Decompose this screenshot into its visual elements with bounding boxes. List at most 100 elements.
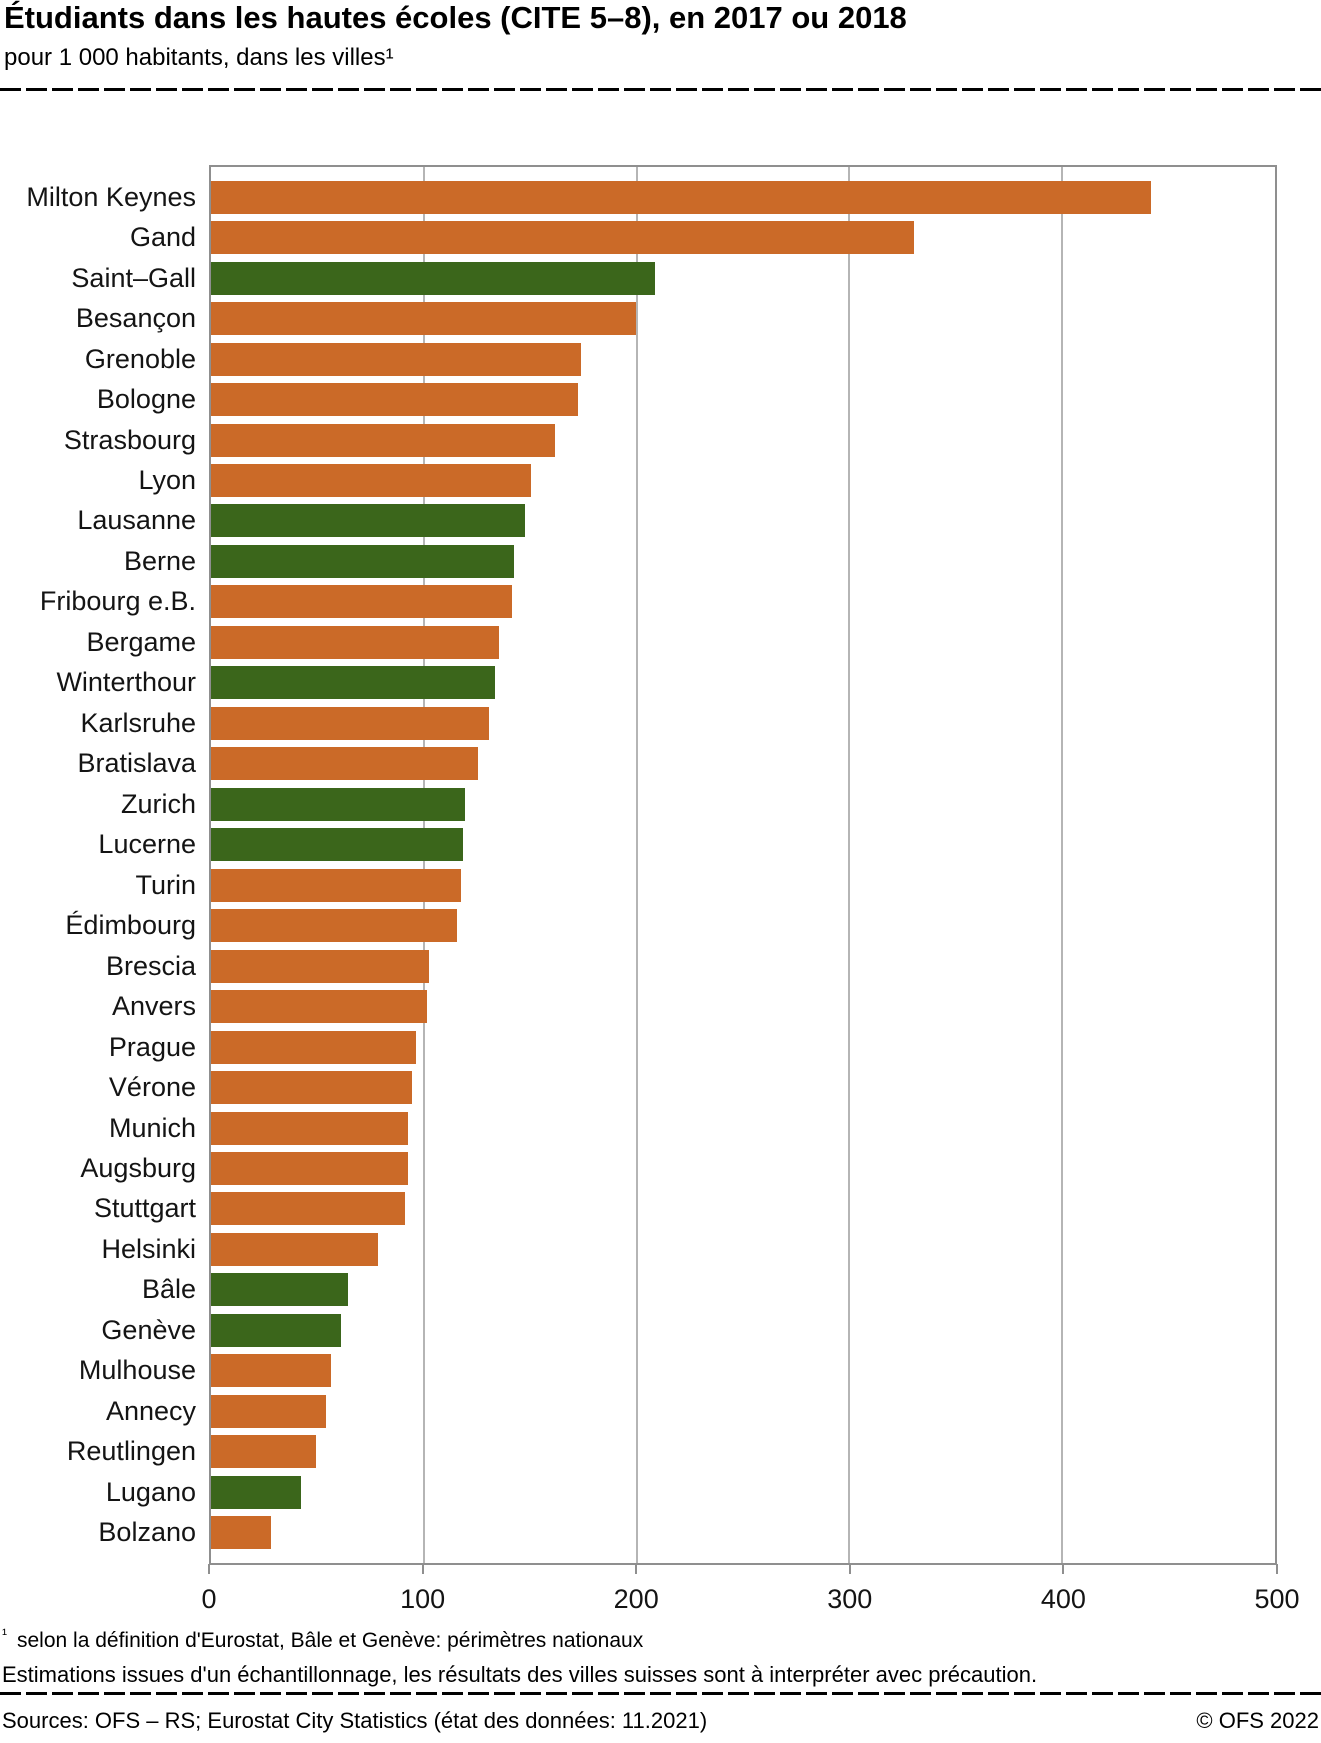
bar (211, 180, 1151, 214)
bar-row: Gand (0, 217, 1277, 257)
category-label: Berne (123, 545, 196, 576)
axis-tick (421, 1564, 424, 1574)
bar-row: Milton Keynes (0, 177, 1277, 217)
bar-row: Karlsruhe (0, 703, 1277, 743)
source-text: Sources: OFS – RS; Eurostat City Statist… (2, 1708, 708, 1733)
tick-label: 0 (201, 1584, 217, 1614)
category-label: Bratislava (77, 748, 196, 779)
bar (211, 423, 555, 457)
bar-row: Zurich (0, 784, 1277, 824)
category-label: Lyon (138, 465, 196, 496)
footnote-1: ¹ selon la définition d'Eurostat, Bâle et… (2, 1626, 1319, 1653)
bar-track (209, 990, 1277, 1024)
bar-row: Vérone (0, 1067, 1277, 1107)
category-label: Anvers (111, 991, 196, 1022)
category-label: Reutlingen (66, 1436, 196, 1467)
bar-track (209, 180, 1277, 214)
bar (211, 464, 532, 498)
axis-tick (635, 1564, 638, 1574)
bar-row: Bolzano (0, 1512, 1277, 1552)
bar-track (209, 747, 1277, 781)
tick-label: 400 (1040, 1584, 1086, 1614)
category-label: Augsburg (80, 1152, 196, 1183)
bar-row: Helsinki (0, 1229, 1277, 1269)
category-label: Annecy (105, 1395, 196, 1426)
bar (211, 1232, 378, 1266)
bar-row: Fribourg e.B. (0, 582, 1277, 622)
category-label: Gand (129, 222, 196, 253)
bar-row: Lugano (0, 1472, 1277, 1512)
bar-track (209, 342, 1277, 376)
bar-track (209, 706, 1277, 740)
category-label: Besançon (75, 303, 196, 334)
bar-track (209, 544, 1277, 578)
copyright-text: © OFS 2022 (1196, 1708, 1319, 1733)
category-label: Karlsruhe (80, 707, 196, 738)
bar-track (209, 1394, 1277, 1428)
bar-row: Turin (0, 865, 1277, 905)
category-label: Mulhouse (78, 1355, 196, 1386)
category-label: Bolzano (98, 1517, 196, 1548)
footer: Sources: OFS – RS; Eurostat City Statist… (2, 1708, 1319, 1734)
category-label: Lucerne (98, 829, 196, 860)
bar (211, 949, 429, 983)
bar-row: Anvers (0, 986, 1277, 1026)
bar-row: Grenoble (0, 339, 1277, 379)
bar (211, 302, 637, 336)
bar-track (209, 423, 1277, 457)
bar-track (209, 828, 1277, 862)
bar (211, 261, 656, 295)
category-label: Fribourg e.B. (39, 586, 196, 617)
bar (211, 747, 478, 781)
bar-track (209, 1313, 1277, 1347)
category-label: Stuttgart (93, 1193, 196, 1224)
bar (211, 544, 515, 578)
bar-row: Mulhouse (0, 1351, 1277, 1391)
bar-row: Édimbourg (0, 905, 1277, 945)
bar (211, 706, 489, 740)
bar (211, 868, 461, 902)
bar (211, 1394, 327, 1428)
bar (211, 1354, 331, 1388)
gridline-400 (1061, 167, 1064, 1563)
bar-track (209, 383, 1277, 417)
bar-row: Annecy (0, 1391, 1277, 1431)
bar-track (209, 1273, 1277, 1307)
category-label: Strasbourg (63, 424, 196, 455)
bar-track (209, 221, 1277, 255)
category-label: Turin (135, 869, 196, 900)
bar-chart: Milton Keynes Gand Saint–Gall Besançon Greno… (0, 165, 1321, 1665)
bar-track (209, 625, 1277, 659)
axis-tick (848, 1564, 851, 1574)
category-label: Bologne (96, 384, 196, 415)
category-label: Édimbourg (65, 910, 196, 941)
bar-track (209, 585, 1277, 619)
category-label: Bâle (141, 1274, 196, 1305)
bar-row: Lyon (0, 460, 1277, 500)
bar-track (209, 1151, 1277, 1185)
bar-track (209, 1354, 1277, 1388)
bar (211, 1273, 348, 1307)
bar-row: Lausanne (0, 501, 1277, 541)
bar-rows: Milton Keynes Gand Saint–Gall Besançon Greno… (0, 165, 1277, 1565)
bar-track (209, 787, 1277, 821)
axis-tick (1276, 1564, 1278, 1574)
tick-label: 300 (827, 1584, 873, 1614)
bar-track (209, 868, 1277, 902)
category-label: Lugano (105, 1476, 196, 1507)
footnotes: ¹ selon la définition d'Eurostat, Bâle et… (2, 1626, 1319, 1688)
tick-label: 100 (400, 1584, 446, 1614)
category-label: Grenoble (84, 343, 196, 374)
bar-row: Winterthour (0, 663, 1277, 703)
bar-row: Genève (0, 1310, 1277, 1350)
bar (211, 909, 457, 943)
bar (211, 1435, 316, 1469)
bar-row: Strasbourg (0, 420, 1277, 460)
tick-label: 200 (613, 1584, 659, 1614)
bar-row: Bratislava (0, 744, 1277, 784)
header-divider (0, 88, 1321, 91)
bar-track (209, 302, 1277, 336)
bar-track (209, 1232, 1277, 1266)
bar-row: Prague (0, 1027, 1277, 1067)
